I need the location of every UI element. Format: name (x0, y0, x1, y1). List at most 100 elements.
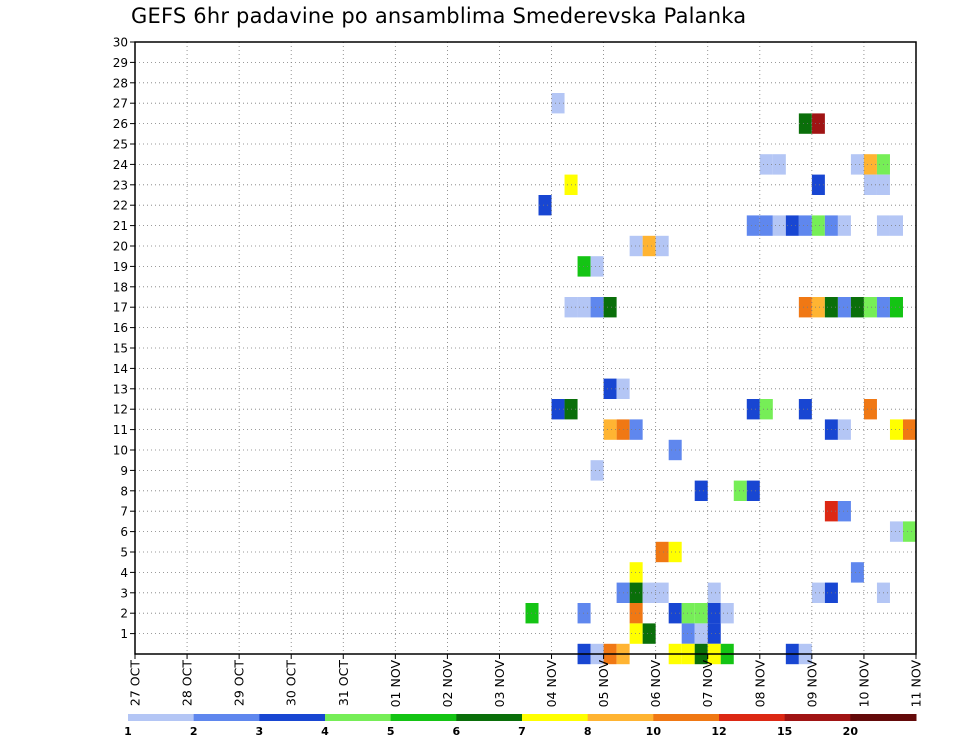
legend-label: 12 (711, 725, 726, 738)
heatmap-cell (850, 154, 864, 175)
heatmap-cell (590, 460, 604, 481)
heatmap-cell (837, 419, 851, 440)
y-tick-label: 11 (113, 423, 128, 437)
y-tick-label: 1 (120, 627, 128, 641)
heatmap-cell (642, 235, 656, 257)
x-tick-label: 29 OCT (232, 660, 247, 706)
heatmap-cell (629, 582, 643, 603)
legend-swatch (390, 714, 457, 721)
heatmap-cell (811, 582, 825, 603)
heatmap-cell (889, 521, 903, 542)
heatmap-cell (811, 297, 825, 318)
heatmap-cell (629, 603, 643, 624)
heatmap-cell (850, 297, 864, 318)
heatmap-cell (850, 562, 864, 583)
y-tick-label: 24 (113, 158, 128, 172)
x-tick-label: 07 NOV (700, 660, 715, 708)
y-tick-label: 13 (113, 382, 128, 396)
heatmap-cell (642, 623, 656, 644)
heatmap-cell (655, 582, 669, 603)
heatmap-cell (863, 297, 877, 318)
legend-label: 3 (256, 725, 264, 738)
heatmap-cell (759, 215, 773, 236)
heatmap-cell (798, 215, 812, 236)
x-tick-label: 09 NOV (804, 660, 819, 708)
heatmap-cell (642, 582, 656, 603)
y-tick-label: 12 (113, 403, 128, 417)
heatmap-cell (863, 174, 877, 195)
y-tick-label: 6 (120, 525, 128, 539)
heatmap-cell (746, 399, 760, 420)
legend-swatch (193, 714, 260, 721)
y-tick-label: 30 (113, 36, 128, 50)
legend-swatch (653, 714, 720, 721)
heatmap-cell (733, 480, 747, 501)
heatmap-cell (811, 215, 825, 236)
x-tick-label: 27 OCT (128, 660, 143, 706)
x-tick-label: 30 OCT (284, 660, 299, 706)
legend-swatch (259, 714, 326, 721)
legend-swatch (456, 714, 523, 721)
legend-label: 15 (777, 725, 792, 738)
heatmap-cell (863, 399, 877, 420)
legend-swatch (522, 714, 589, 721)
legend-label: 1 (124, 725, 132, 738)
y-tick-label: 16 (113, 321, 128, 335)
y-tick-label: 27 (113, 97, 128, 111)
heatmap-cell (655, 541, 669, 563)
x-tick-label: 05 NOV (596, 660, 611, 708)
heatmap-cell (759, 154, 773, 175)
legend-swatch (784, 714, 851, 721)
heatmap-cell (707, 623, 721, 644)
y-axis: 1234567891011121314151617181920212223242… (113, 36, 135, 641)
heatmap-cell (681, 603, 695, 624)
heatmap-cell (837, 215, 851, 236)
heatmap-cell (681, 623, 695, 644)
heatmap-cell (707, 603, 721, 624)
heatmap-cell (902, 521, 916, 542)
heatmap-cell (694, 603, 708, 624)
x-tick-label: 28 OCT (180, 660, 195, 706)
heatmap-cell (603, 419, 617, 440)
legend-label: 2 (190, 725, 198, 738)
y-tick-label: 10 (113, 444, 128, 458)
legend-swatch (850, 714, 917, 721)
legend-label: 6 (453, 725, 461, 738)
heatmap-cell (863, 154, 877, 175)
x-axis: 27 OCT 28 OCT 29 OCT 30 OCT 31 OCT 01 NOV 02 N… (128, 654, 924, 707)
heatmap-cell (590, 256, 604, 277)
heatmap-cell (889, 215, 903, 236)
x-tick-label: 31 OCT (336, 660, 351, 706)
legend-label: 8 (584, 725, 592, 738)
y-tick-label: 4 (120, 566, 128, 580)
x-tick-label: 11 NOV (909, 660, 924, 708)
heatmap-cell (629, 235, 643, 257)
y-tick-label: 22 (113, 199, 128, 213)
legend-label: 5 (387, 725, 395, 738)
y-tick-label: 26 (113, 117, 128, 131)
heatmap-cell (889, 297, 903, 318)
heatmap-cell (525, 603, 539, 624)
heatmap-cell (577, 256, 591, 277)
legend-swatch (719, 714, 786, 721)
legend-label: 20 (843, 725, 859, 738)
y-tick-label: 15 (113, 342, 128, 356)
y-tick-label: 28 (113, 76, 128, 90)
heatmap-cell (577, 603, 591, 624)
y-tick-label: 21 (113, 219, 128, 233)
x-tick-label: 03 NOV (492, 660, 507, 708)
heatmap-cell (551, 399, 565, 420)
heatmap-cell (798, 399, 812, 420)
y-tick-label: 9 (120, 464, 128, 478)
x-tick-label: 04 NOV (544, 660, 559, 708)
heatmap-cell (785, 215, 799, 236)
heatmap-cell (811, 113, 825, 134)
heatmap-cell (629, 562, 643, 583)
y-tick-label: 20 (113, 240, 128, 254)
heatmap-cell (655, 235, 669, 257)
y-tick-label: 18 (113, 280, 128, 294)
legend-swatch (325, 714, 392, 721)
legend-swatch (587, 714, 654, 721)
heatmap-cell (603, 297, 617, 318)
